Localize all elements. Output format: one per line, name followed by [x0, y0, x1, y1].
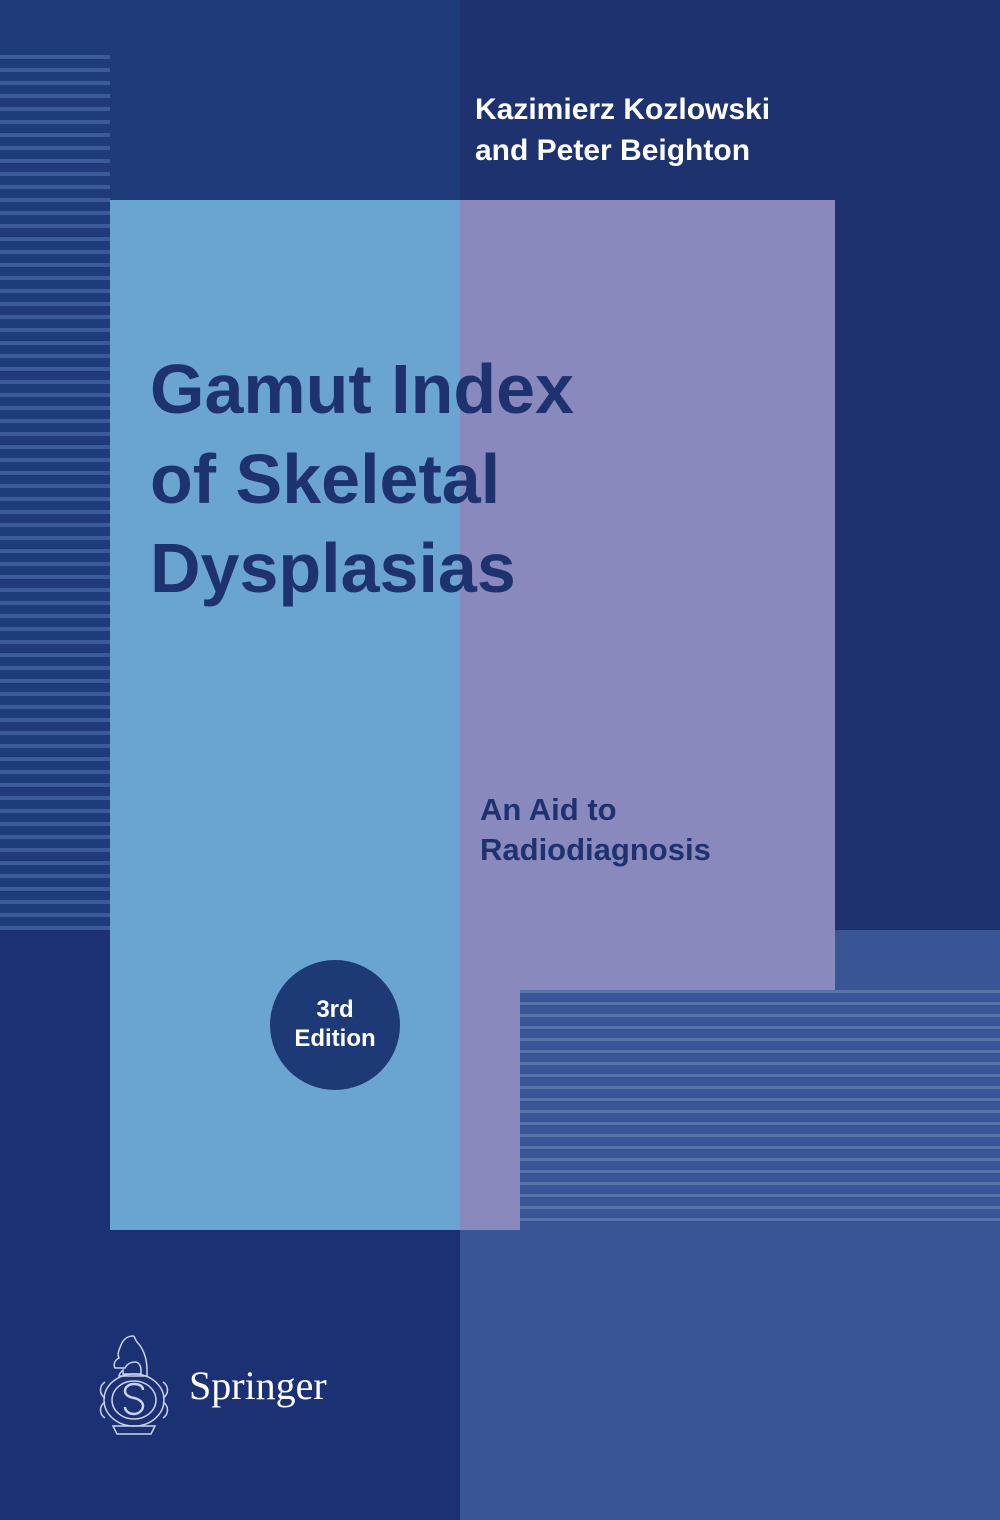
title-line-3: Dysplasias: [150, 524, 574, 614]
book-cover: Kazimierz Kozlowski and Peter Beighton G…: [0, 0, 1000, 1520]
publisher: Springer: [95, 1330, 327, 1440]
publisher-name: Springer: [189, 1362, 327, 1409]
stripes-bottom-right: [520, 990, 1000, 1230]
stripes-top-left: [0, 55, 110, 930]
book-title: Gamut Index of Skeletal Dysplasias: [150, 345, 574, 614]
book-subtitle: An Aid to Radiodiagnosis: [480, 790, 711, 871]
edition-badge: 3rd Edition: [270, 960, 400, 1090]
edition-line-1: 3rd: [294, 996, 375, 1025]
title-line-1: Gamut Index: [150, 345, 574, 435]
springer-logo-icon: [95, 1330, 173, 1440]
author-line-1: Kazimierz Kozlowski: [475, 90, 770, 131]
subtitle-line-1: An Aid to: [480, 790, 711, 830]
edition-line-2: Edition: [294, 1025, 375, 1054]
subtitle-line-2: Radiodiagnosis: [480, 830, 711, 870]
authors: Kazimierz Kozlowski and Peter Beighton: [475, 90, 770, 171]
author-line-2: and Peter Beighton: [475, 131, 770, 172]
title-line-2: of Skeletal: [150, 435, 574, 525]
